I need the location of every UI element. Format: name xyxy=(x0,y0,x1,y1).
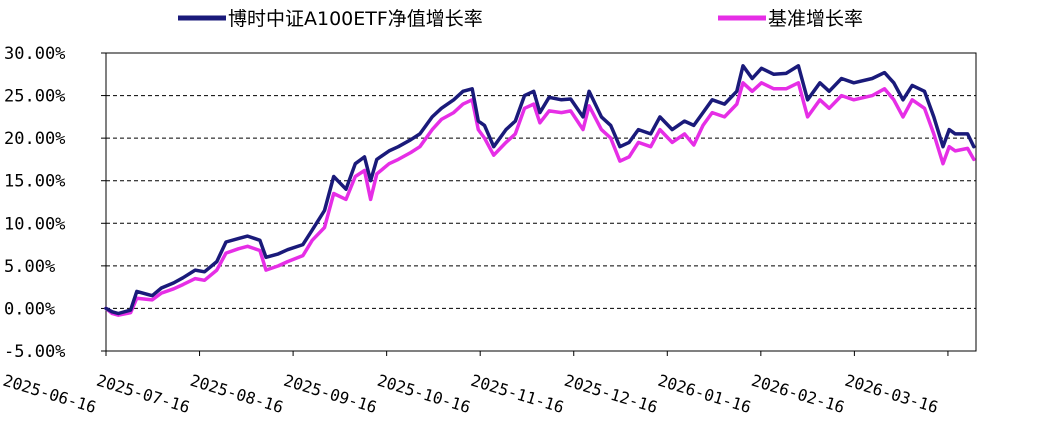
y-tick-label: 20.00% xyxy=(4,129,65,149)
legend-label-1: 博时中证A100ETF净值增长率 xyxy=(228,8,483,30)
plot-area-frame xyxy=(105,52,977,352)
y-tick-label: 25.00% xyxy=(4,87,65,107)
series xyxy=(104,64,976,317)
y-axis: 30.00% 25.00% 20.00% 15.00% 10.00% 5.00% 0.00%… xyxy=(4,44,106,362)
y-tick-label: 0.00% xyxy=(4,299,55,319)
y-tick-label: 5.00% xyxy=(4,257,55,277)
y-tick-label: -5.00% xyxy=(4,342,65,362)
series-line-1 xyxy=(104,64,976,316)
legend-label-2: 基准增长率 xyxy=(768,8,863,30)
legend: 博时中证A100ETF净值增长率 基准增长率 xyxy=(178,8,863,30)
y-tick-label: 15.00% xyxy=(4,172,65,192)
y-tick-label: 30.00% xyxy=(4,44,65,64)
series-line-2 xyxy=(104,81,976,317)
y-tick-label: 10.00% xyxy=(4,214,65,234)
grid xyxy=(106,95,976,309)
